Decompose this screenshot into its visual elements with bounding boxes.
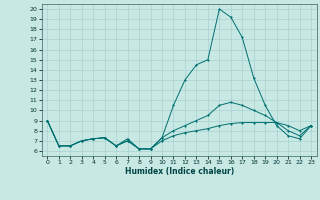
X-axis label: Humidex (Indice chaleur): Humidex (Indice chaleur) — [124, 167, 234, 176]
